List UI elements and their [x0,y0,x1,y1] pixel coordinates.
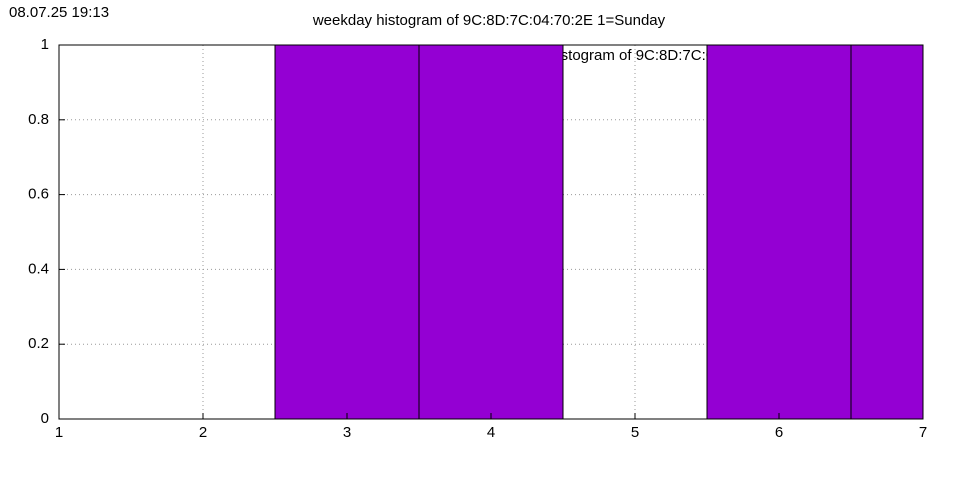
axes: 0 0.2 0.4 0.6 0.8 1 1 2 3 4 5 6 7 [28,36,927,441]
bar [850,45,923,419]
y-tick-label: 0 [41,410,49,427]
x-tick-label: 3 [343,424,351,441]
y-tick-label: 0.6 [28,186,49,203]
plot-area: histogram of 9C:8D:7C:04:70:2E [59,45,923,419]
bar [418,45,564,419]
bar [274,45,420,419]
y-tick-label: 0.2 [28,335,49,352]
plot-border [58,44,924,420]
x-tick-label: 4 [487,424,495,441]
y-tick-label: 0.4 [28,260,49,277]
x-tick-label: 6 [775,424,783,441]
bar [706,45,852,419]
x-tick-label: 7 [919,424,927,441]
x-tick-label: 2 [199,424,207,441]
y-tick-label: 0.8 [28,111,49,128]
x-tick-label: 1 [55,424,63,441]
timestamp: 08.07.25 19:13 [9,4,109,21]
x-tick-label: 5 [631,424,639,441]
y-tick-label: 1 [41,36,49,53]
chart-title: weekday histogram of 9C:8D:7C:04:70:2E 1… [312,12,666,29]
